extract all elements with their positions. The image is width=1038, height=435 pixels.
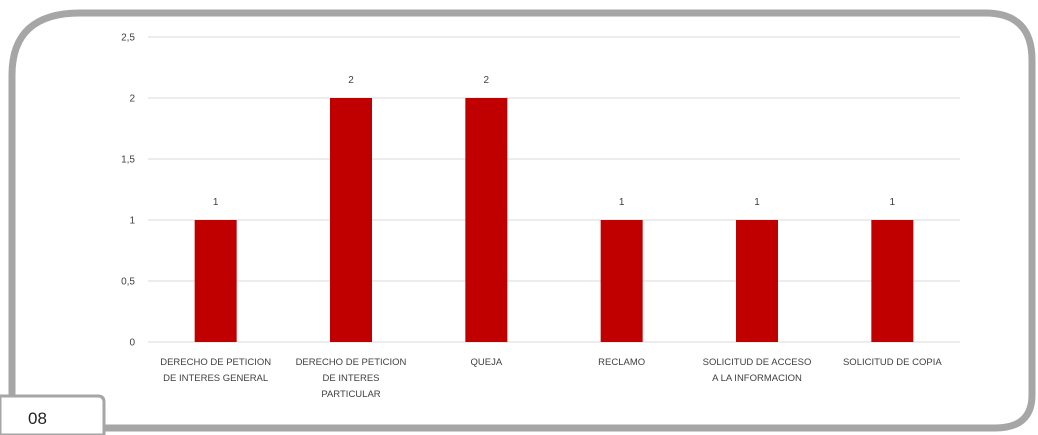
y-tick-label: 0 — [129, 338, 135, 349]
data-label: 2 — [484, 75, 490, 86]
bar — [736, 220, 778, 342]
category-label-line: PARTICULAR — [321, 389, 380, 400]
rounded-frame-border — [8, 9, 1036, 432]
y-tick-label: 1,5 — [121, 155, 135, 166]
data-label: 2 — [348, 75, 354, 86]
bar — [465, 98, 508, 342]
data-label: 1 — [213, 197, 219, 208]
category-label: QUEJA — [470, 357, 502, 368]
y-axis-ticks: 0 0,5 1 1,5 2 2,5 — [121, 33, 135, 349]
data-label: 1 — [890, 197, 896, 208]
category-label-line: RECLAMO — [598, 357, 645, 368]
category-label: SOLICITUD DE COPIA — [843, 357, 942, 368]
category-label-line: QUEJA — [470, 357, 502, 368]
bar — [330, 98, 372, 342]
bar — [194, 220, 237, 342]
data-label: 1 — [754, 197, 760, 208]
y-tick-label: 2 — [129, 94, 135, 105]
category-label-line: DE INTERES GENERAL — [163, 373, 268, 384]
data-label: 1 — [619, 197, 625, 208]
bars — [194, 98, 914, 342]
y-tick-label: 1 — [129, 216, 135, 227]
bar — [871, 220, 914, 342]
page-number: 08 — [28, 409, 47, 428]
category-label-line: DE INTERES — [322, 373, 379, 384]
gridlines — [148, 36, 960, 343]
bar — [600, 220, 643, 342]
category-label-line: SOLICITUD DE ACCESO — [703, 357, 812, 368]
category-label-line: A LA INFORMACION — [712, 373, 802, 384]
category-label: DERECHO DE PETICION DE INTERES GENERAL — [160, 357, 271, 384]
category-label: SOLICITUD DE ACCESO A LA INFORMACION — [703, 357, 812, 384]
category-label-line: DERECHO DE PETICION — [160, 357, 271, 368]
category-label: DERECHO DE PETICION DE INTERES PARTICULAR — [296, 357, 407, 400]
category-label-line: SOLICITUD DE COPIA — [843, 357, 942, 368]
y-tick-label: 0,5 — [121, 277, 135, 288]
category-label: RECLAMO — [598, 357, 645, 368]
page-number-tab — [0, 394, 106, 435]
data-labels: 1 2 2 1 1 1 — [213, 75, 896, 208]
category-label-line: DERECHO DE PETICION — [296, 357, 407, 368]
y-tick-label: 2,5 — [121, 33, 135, 44]
category-labels: DERECHO DE PETICION DE INTERES GENERALDER… — [160, 357, 942, 400]
